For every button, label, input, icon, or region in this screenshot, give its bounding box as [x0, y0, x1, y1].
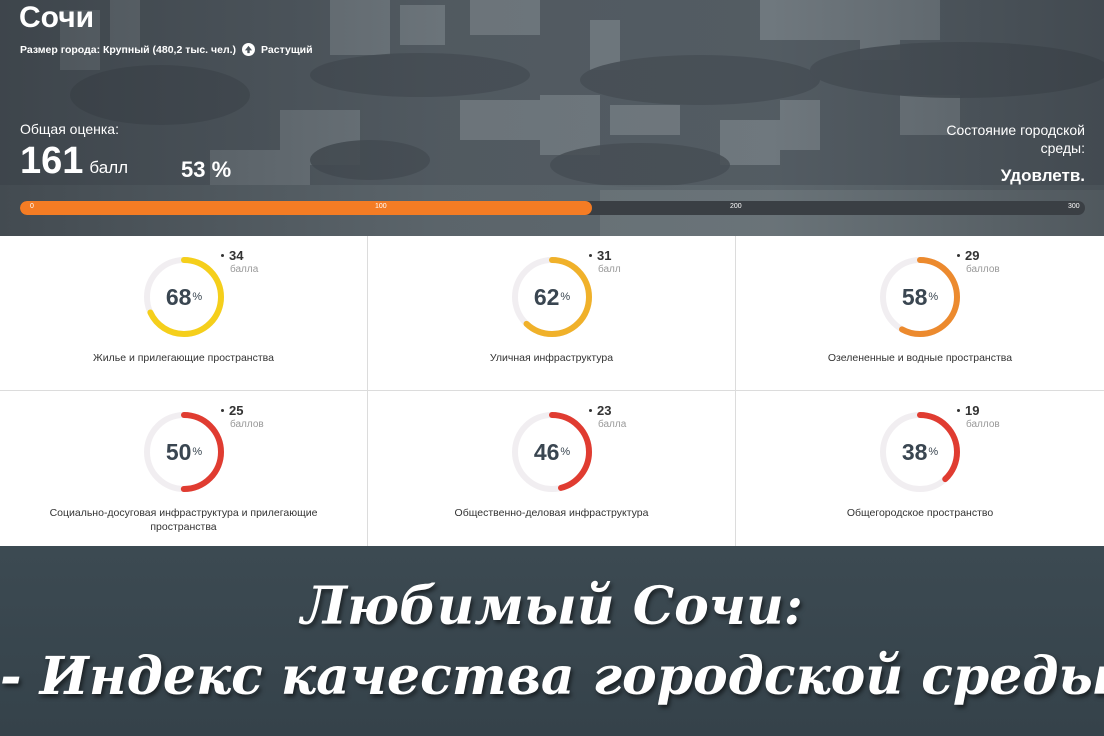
- progress-tick: 100: [375, 203, 387, 210]
- percent-ring: [144, 412, 224, 492]
- ring-progress-arc: [880, 412, 960, 492]
- ring-progress-arc: [512, 412, 592, 492]
- progress-tick: 300: [1068, 203, 1080, 210]
- index-card[interactable]: 50% 25 баллов Социально-досуговая инфраст…: [0, 391, 368, 546]
- ring-progress-arc: [144, 257, 224, 337]
- environment-state-label: Состояние городской среды:: [946, 122, 1085, 156]
- environment-state: Состояние городской среды: Удовлетв.: [945, 121, 1085, 186]
- photo-overlay: [0, 0, 1104, 236]
- ring-progress-arc: [144, 412, 224, 492]
- index-name: Общегородское пространство: [846, 507, 994, 519]
- city-meta: Размер города: Крупный (480,2 тыс. чел.)…: [20, 43, 313, 56]
- percent-ring: [512, 257, 592, 337]
- ring-progress-arc: [512, 257, 592, 337]
- index-percent: 46%: [533, 438, 571, 465]
- index-points: 31 балл: [589, 248, 621, 275]
- percent-ring: [512, 412, 592, 492]
- index-card[interactable]: 38% 19 баллов Общегородское пространство: [736, 391, 1104, 546]
- percent-ring: [880, 257, 960, 337]
- index-name: Уличная инфраструктура: [489, 352, 614, 364]
- index-card[interactable]: 58% 29 баллов Озелененные и водные простр…: [736, 236, 1104, 391]
- index-name: Общественно-деловая инфраструктура: [454, 507, 649, 519]
- index-points: 29 баллов: [957, 248, 1000, 275]
- index-percent: 50%: [165, 438, 203, 465]
- overall-label: Общая оценка:: [20, 121, 119, 137]
- banner-title: Любимый Сочи:: [301, 576, 803, 637]
- index-name: Социально-досуговая инфраструктура и при…: [49, 507, 318, 533]
- index-points: 19 баллов: [957, 403, 1000, 430]
- overall-percent: 53 %: [181, 157, 232, 182]
- index-percent: 58%: [901, 283, 939, 310]
- environment-state-value: Удовлетв.: [1000, 166, 1085, 185]
- city-title: Сочи: [19, 1, 95, 34]
- index-card[interactable]: 46% 23 балла Общественно-деловая инфрастр…: [368, 391, 736, 546]
- ring-progress-arc: [880, 257, 960, 337]
- index-name: Озелененные и водные пространства: [827, 352, 1013, 364]
- hero-header: Сочи Размер города: Крупный (480,2 тыс. …: [0, 0, 1104, 236]
- index-points: 34 балла: [221, 248, 258, 275]
- caption-banner: Любимый Сочи: - Индекс качества городско…: [0, 546, 1104, 736]
- index-percent: 38%: [901, 438, 939, 465]
- index-percent: 62%: [533, 283, 571, 310]
- banner-subtitle: - Индекс качества городской среды: [0, 646, 1104, 707]
- index-grid: 68% 34 балла Жилье и прилегающие простран…: [0, 236, 1104, 546]
- index-name: Жилье и прилегающие пространства: [93, 352, 274, 364]
- city-size-text: Размер города: Крупный (480,2 тыс. чел.): [20, 43, 237, 56]
- overall-score: 161 балл: [20, 140, 128, 183]
- progress-tick: 0: [30, 203, 34, 210]
- score-progress-bar: 0 100 200 300: [20, 201, 1085, 215]
- score-progress-fill: [20, 201, 592, 215]
- overall-score-unit: балл: [89, 158, 129, 177]
- percent-ring: [144, 257, 224, 337]
- progress-tick: 200: [730, 203, 742, 210]
- index-percent: 68%: [165, 283, 203, 310]
- percent-ring: [880, 412, 960, 492]
- arrow-up-icon: [242, 43, 256, 56]
- city-trend-text: Растущий: [261, 43, 313, 56]
- index-points: 23 балла: [589, 403, 626, 430]
- index-card[interactable]: 68% 34 балла Жилье и прилегающие простран…: [0, 236, 368, 391]
- index-points: 25 баллов: [221, 403, 264, 430]
- overall-score-value: 161: [20, 140, 84, 182]
- index-card[interactable]: 62% 31 балл Уличная инфраструктура: [368, 236, 736, 391]
